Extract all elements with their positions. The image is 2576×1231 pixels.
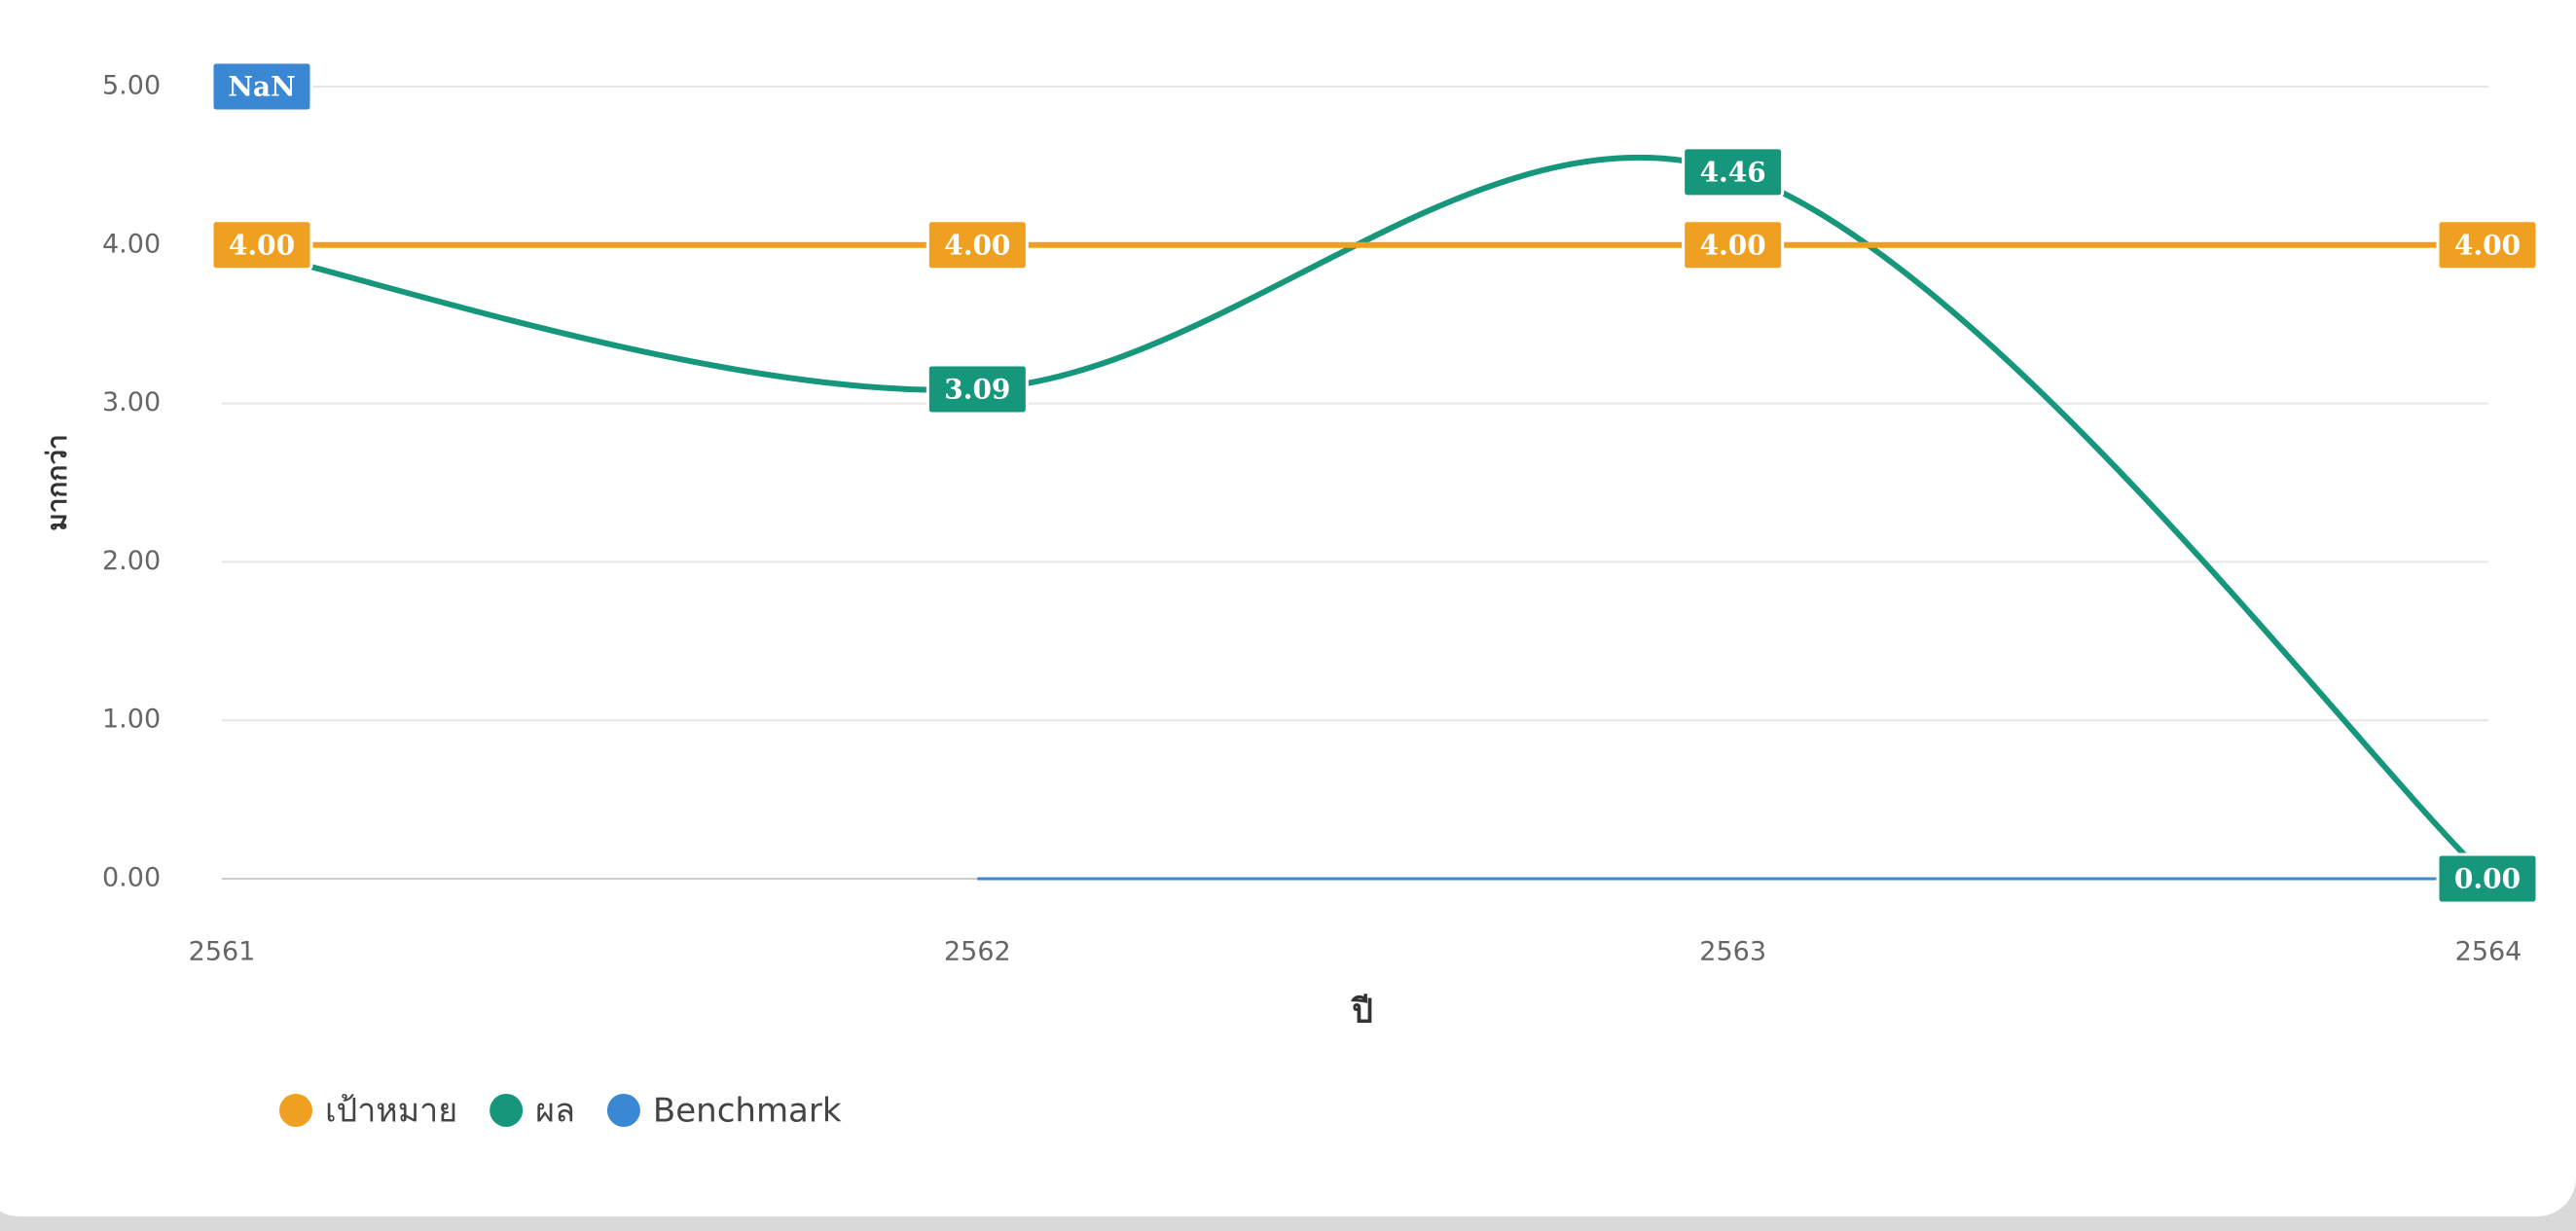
- data-label-box: [210, 60, 313, 113]
- legend-marker: [606, 1094, 640, 1127]
- data-label: 4.00: [229, 229, 295, 261]
- x-tick-label: 2563: [1699, 937, 1766, 967]
- y-tick-label: 1.00: [102, 705, 161, 735]
- data-label-box: [2436, 852, 2539, 905]
- data-label-box: [925, 219, 1029, 272]
- x-axis-title: ปี: [1350, 993, 1372, 1032]
- data-label: 4.00: [944, 229, 1010, 261]
- y-tick-label: 0.00: [102, 863, 161, 893]
- data-label: 4.00: [1700, 229, 1766, 261]
- legend-marker: [490, 1094, 524, 1127]
- data-label: 3.09: [944, 373, 1010, 405]
- data-label: NaN: [228, 71, 295, 103]
- data-label: 4.00: [2454, 229, 2521, 261]
- y-tick-label: 5.00: [102, 71, 161, 101]
- data-label-box: [1682, 219, 1785, 272]
- y-axis-title: มากกว่า: [41, 434, 73, 531]
- legend-label: เป้าหมาย: [325, 1092, 457, 1131]
- legend-marker: [279, 1094, 312, 1127]
- x-tick-label: 2562: [944, 937, 1011, 967]
- x-tick-label: 2561: [189, 937, 256, 967]
- y-tick-label: 2.00: [102, 546, 161, 576]
- data-label: 4.46: [1700, 156, 1766, 188]
- legend-label: Benchmark: [653, 1092, 842, 1131]
- data-label-box: [925, 363, 1029, 416]
- data-label: 0.00: [2454, 863, 2521, 895]
- x-tick-label: 2564: [2455, 937, 2522, 967]
- data-label-box: [1682, 146, 1785, 199]
- series-line: [221, 154, 2491, 882]
- y-tick-label: 3.00: [102, 387, 161, 417]
- data-label-box: [210, 219, 313, 272]
- data-label-box: [2436, 219, 2539, 272]
- legend-label: ผล: [535, 1092, 575, 1131]
- y-tick-label: 4.00: [102, 229, 161, 259]
